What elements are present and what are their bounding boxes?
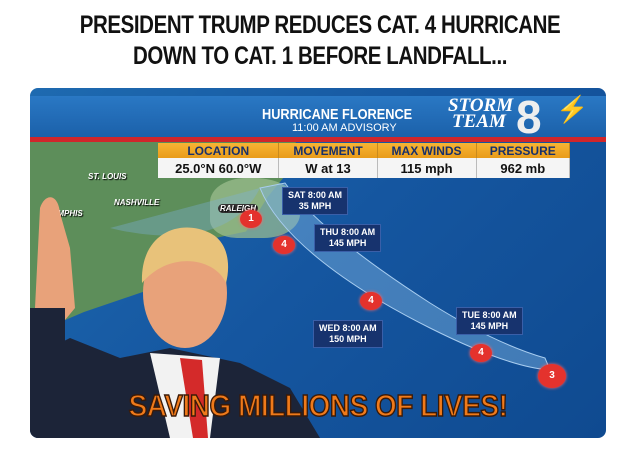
hurricane-icon: 1: [240, 210, 262, 228]
headline-line-1: PRESIDENT TRUMP REDUCES CAT. 4 HURRICANE: [79, 11, 561, 39]
banner-divider: [30, 137, 606, 142]
storm-stats-table: LOCATION MOVEMENT MAX WINDS PRESSURE 25.…: [158, 143, 571, 178]
advisory-banner: [30, 96, 606, 140]
forecast-label: WED 8:00 AM 150 MPH: [313, 320, 383, 348]
storm-team-logo: STORM TEAM: [448, 95, 514, 132]
city-label: ST. LOUIS: [88, 172, 127, 181]
forecast-time: THU 8:00 AM: [320, 227, 376, 237]
forecast-time: SAT 8:00 AM: [288, 190, 343, 200]
city-label: NASHVILLE: [114, 198, 160, 207]
channel-number-logo: 8: [516, 91, 542, 143]
logo-word-storm: STORM: [448, 95, 514, 116]
forecast-label: THU 8:00 AM 145 MPH: [314, 224, 382, 252]
weather-map-panel: HURRICANE FLORENCE 11:00 AM ADVISORY STO…: [30, 88, 606, 438]
value-movement: W at 13: [278, 158, 378, 178]
forecast-time: WED 8:00 AM: [319, 323, 377, 333]
advisory-time: 11:00 AM ADVISORY: [292, 122, 397, 134]
header-pressure: PRESSURE: [476, 143, 571, 158]
forecast-speed: 35 MPH: [298, 201, 332, 211]
person-thumbs-up-photo: [30, 197, 320, 438]
value-location: 25.0°N 60.0°W: [158, 158, 280, 178]
forecast-speed: 150 MPH: [329, 334, 367, 344]
value-pressure: 962 mb: [476, 158, 571, 178]
value-max-winds: 115 mph: [377, 158, 477, 178]
meme-headline: PRESIDENT TRUMP REDUCES CAT. 4 HURRICANE…: [58, 10, 583, 72]
forecast-label: TUE 8:00 AM 145 MPH: [456, 307, 523, 335]
hurricane-icon: 4: [470, 344, 492, 362]
lightning-icon: ⚡: [556, 94, 589, 124]
header-movement: MOVEMENT: [278, 143, 378, 158]
storm-title: HURRICANE FLORENCE: [262, 106, 413, 123]
forecast-speed: 145 MPH: [328, 238, 367, 248]
hurricane-icon: 3: [538, 364, 566, 388]
forecast-speed: 145 MPH: [470, 321, 509, 331]
headline-line-2: DOWN TO CAT. 1 BEFORE LANDFALL...: [132, 42, 508, 70]
hurricane-icon: 4: [273, 236, 295, 254]
hurricane-icon: 4: [360, 292, 382, 310]
city-label: RALEIGH: [218, 204, 258, 213]
header-location: LOCATION: [158, 143, 280, 158]
forecast-time: TUE 8:00 AM: [462, 310, 517, 320]
header-max-winds: MAX WINDS: [377, 143, 477, 158]
meme-caption: SAVING MILLIONS OF LIVES!: [128, 387, 509, 424]
city-label: EMPHIS: [52, 209, 83, 218]
forecast-label: SAT 8:00 AM 35 MPH: [282, 187, 349, 215]
logo-word-team: TEAM: [452, 111, 506, 132]
